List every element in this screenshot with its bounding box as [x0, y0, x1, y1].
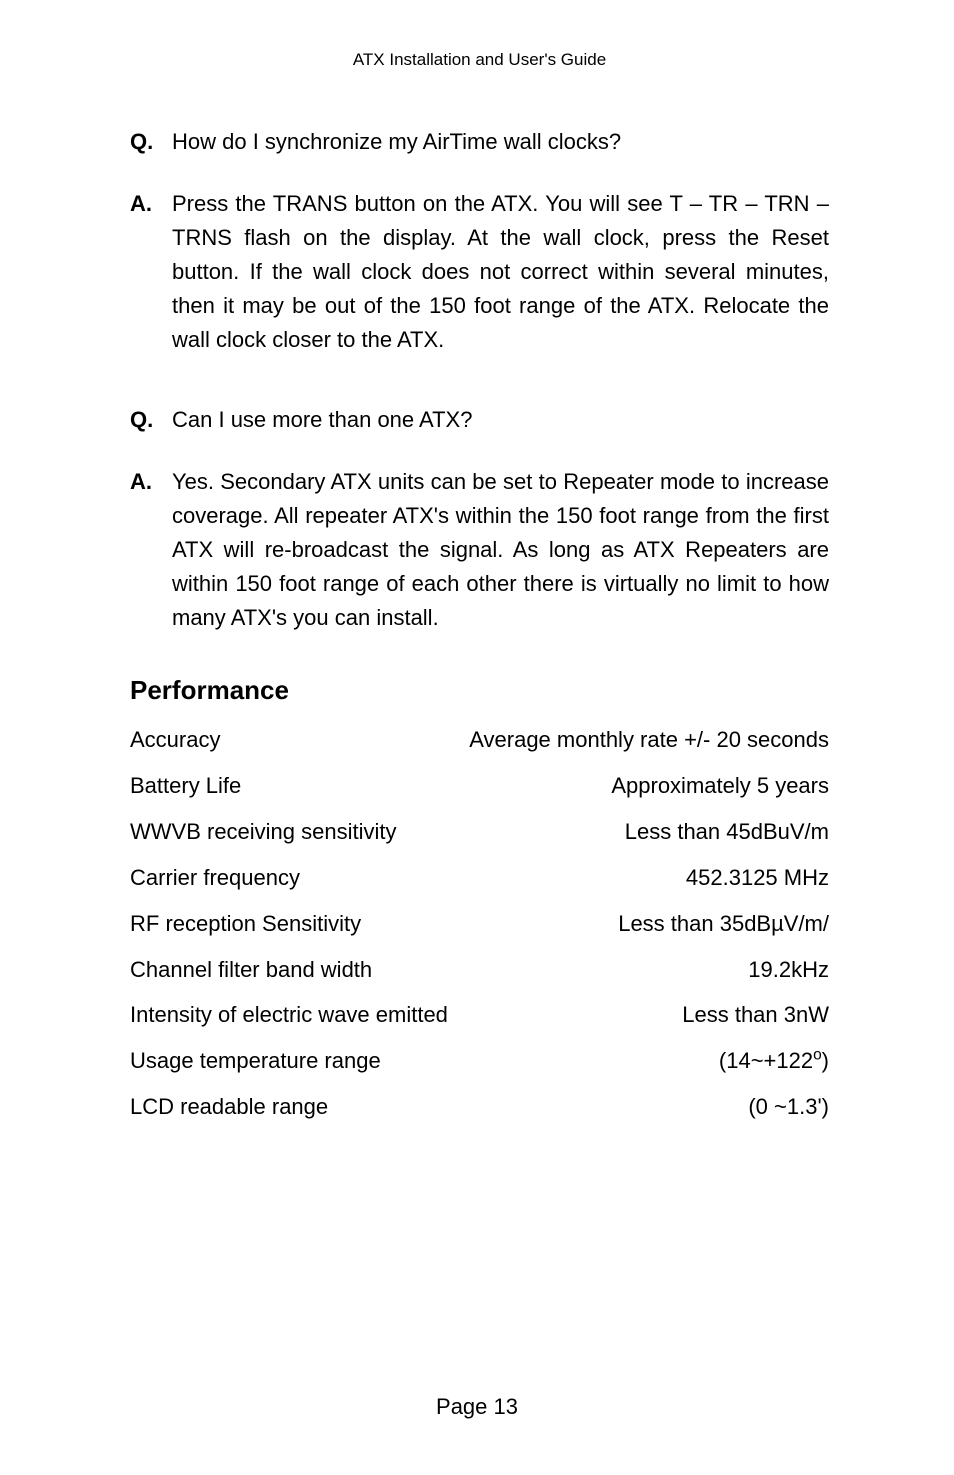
spec-row: RF reception Sensitivity Less than 35dBµV…	[130, 908, 829, 940]
spec-label: Accuracy	[130, 724, 220, 756]
spec-row: Carrier frequency 452.3125 MHz	[130, 862, 829, 894]
spec-row: LCD readable range (0 ~1.3')	[130, 1091, 829, 1123]
spec-value: Average monthly rate +/- 20 seconds	[469, 724, 829, 756]
spec-value: (14~+122o)	[719, 1045, 829, 1077]
spec-label: Usage temperature range	[130, 1045, 381, 1077]
spec-label: Intensity of electric wave emitted	[130, 999, 448, 1031]
spec-label: Channel filter band width	[130, 954, 372, 986]
spec-label: RF reception Sensitivity	[130, 908, 361, 940]
qa-label: Q.	[130, 125, 172, 159]
qa-item: A.Press the TRANS button on the ATX. You…	[130, 187, 829, 357]
qa-text: Press the TRANS button on the ATX. You w…	[172, 187, 829, 357]
qa-label: A.	[130, 187, 172, 357]
spec-value: 452.3125 MHz	[686, 862, 829, 894]
qa-label: A.	[130, 465, 172, 635]
spec-row: Intensity of electric wave emitted Less t…	[130, 999, 829, 1031]
page-header: ATX Installation and User's Guide	[130, 50, 829, 70]
qa-item: A.Yes. Secondary ATX units can be set to…	[130, 465, 829, 635]
spec-row: WWVB receiving sensitivity Less than 45dB…	[130, 816, 829, 848]
qa-item: Q.Can I use more than one ATX?	[130, 403, 829, 437]
spec-row: Battery Life Approximately 5 years	[130, 770, 829, 802]
qa-text: How do I synchronize my AirTime wall clo…	[172, 125, 829, 159]
spec-label: LCD readable range	[130, 1091, 328, 1123]
spec-value: Less than 35dBµV/m/	[618, 908, 829, 940]
spec-row: Channel filter band width 19.2kHz	[130, 954, 829, 986]
spec-value: Less than 45dBuV/m	[625, 816, 829, 848]
qa-text: Can I use more than one ATX?	[172, 403, 829, 437]
spec-value: Approximately 5 years	[611, 770, 829, 802]
spec-value: 19.2kHz	[748, 954, 829, 986]
qa-section: Q.How do I synchronize my AirTime wall c…	[130, 125, 829, 635]
performance-specs: Accuracy Average monthly rate +/- 20 seco…	[130, 724, 829, 1123]
spec-value: Less than 3nW	[682, 999, 829, 1031]
spec-row: Accuracy Average monthly rate +/- 20 seco…	[130, 724, 829, 756]
spec-label: Carrier frequency	[130, 862, 300, 894]
spec-label: Battery Life	[130, 770, 241, 802]
qa-label: Q.	[130, 403, 172, 437]
spec-label: WWVB receiving sensitivity	[130, 816, 397, 848]
qa-item: Q.How do I synchronize my AirTime wall c…	[130, 125, 829, 159]
page-footer: Page 13	[0, 1394, 954, 1420]
spec-value: (0 ~1.3')	[748, 1091, 829, 1123]
qa-text: Yes. Secondary ATX units can be set to R…	[172, 465, 829, 635]
performance-title: Performance	[130, 675, 829, 706]
spec-row: Usage temperature range (14~+122o)	[130, 1045, 829, 1077]
